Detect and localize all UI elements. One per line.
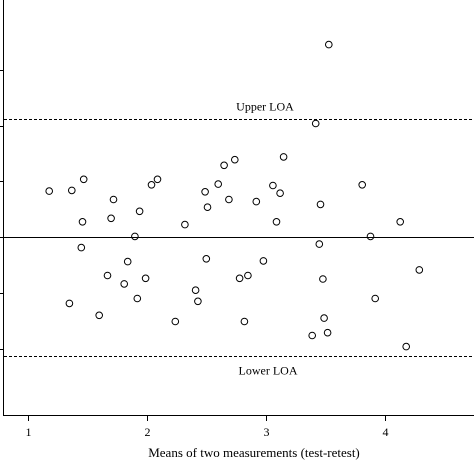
data-point	[276, 189, 284, 197]
data-point	[79, 175, 88, 184]
data-point	[231, 155, 239, 164]
x-tick-label: 1	[26, 425, 32, 439]
data-point	[77, 243, 86, 252]
data-point	[103, 271, 112, 280]
data-point	[235, 274, 244, 283]
data-point	[315, 240, 324, 248]
x-tick-label: 3	[264, 425, 270, 439]
lower-loa-label: Lower LOA	[239, 364, 298, 378]
data-point	[131, 232, 139, 241]
data-point	[259, 257, 268, 265]
data-point	[402, 342, 411, 351]
data-point	[366, 232, 375, 241]
data-point	[319, 275, 327, 283]
data-point	[203, 203, 212, 211]
data-point	[240, 317, 249, 326]
upper-loa-label: Upper LOA	[236, 100, 294, 114]
data-point	[78, 218, 87, 226]
data-point	[171, 317, 180, 326]
data-point	[225, 195, 233, 204]
data-point	[308, 331, 317, 340]
data-point	[311, 119, 320, 128]
data-point	[147, 181, 156, 189]
data-point	[191, 286, 200, 295]
data-point	[133, 294, 142, 303]
data-point	[181, 220, 189, 229]
data-point	[269, 181, 277, 190]
data-point	[214, 180, 222, 188]
data-point	[201, 188, 209, 196]
data-point	[153, 175, 162, 184]
data-point	[95, 311, 103, 320]
data-point	[279, 153, 288, 161]
data-point	[371, 294, 380, 303]
y-ticks	[0, 70, 4, 350]
data-point	[358, 181, 367, 189]
data-point	[316, 200, 325, 209]
data-point	[68, 186, 76, 195]
data-point	[109, 195, 118, 204]
x-axis-title: Means of two measurements (test-retest)	[148, 445, 360, 460]
x-tick-label: 4	[383, 425, 389, 439]
data-point	[123, 257, 132, 266]
data-point	[320, 314, 328, 322]
data-point	[107, 214, 115, 223]
x-ticks: 1 2 3 4	[26, 415, 389, 439]
data-point	[272, 218, 281, 226]
data-point	[252, 197, 261, 206]
data-point	[325, 40, 333, 49]
data-point	[65, 299, 74, 308]
data-point	[415, 266, 424, 274]
data-points	[45, 40, 424, 351]
data-point	[141, 274, 150, 283]
data-point	[244, 271, 252, 280]
data-point	[120, 280, 128, 288]
data-point	[135, 207, 144, 216]
data-point	[202, 254, 211, 263]
data-point	[220, 161, 228, 170]
data-point	[323, 328, 332, 337]
data-point	[194, 297, 202, 306]
data-point	[396, 218, 405, 226]
data-point	[45, 187, 54, 195]
x-tick-label: 2	[145, 425, 151, 439]
